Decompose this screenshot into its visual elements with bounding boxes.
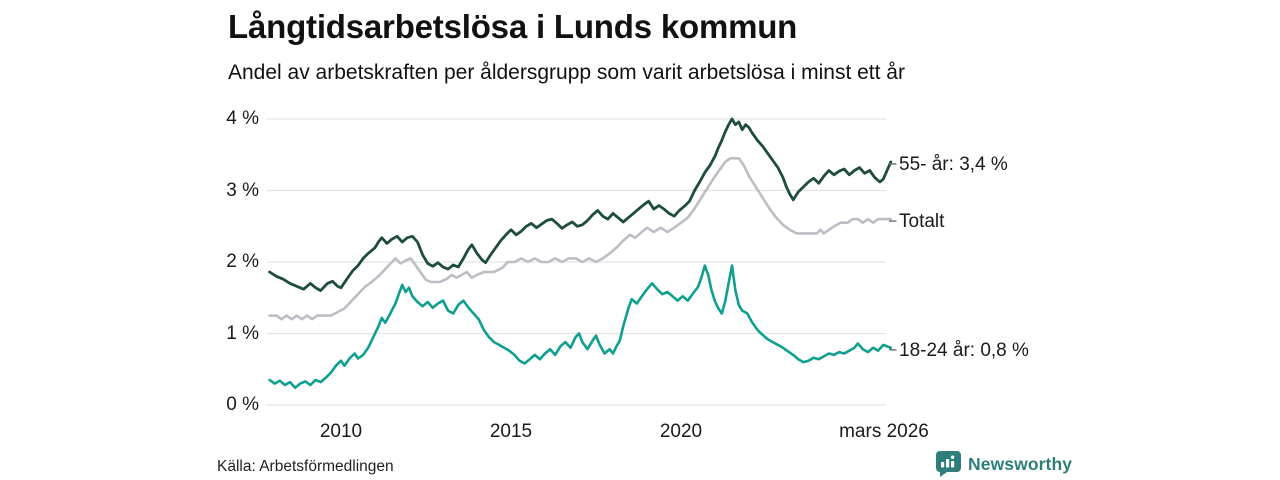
y-axis-label-2: 2 % [226,251,259,272]
x-axis-label-2015: 2015 [489,421,533,442]
brand-name: Newsworthy [968,454,1073,474]
x-axis-label-mars-2026: mars 2026 [839,421,929,442]
series-line-55-r [268,117,893,292]
y-axis-label-0: 0 % [226,394,259,415]
source-note: Källa: Arbetsförmedlingen [217,458,394,475]
chart-subtitle: Andel av arbetskraften per åldersgrupp s… [228,61,905,84]
y-axis-label-3: 3 % [226,179,259,201]
series-line-18-24-r [268,264,893,390]
chart-title: Långtidsarbetslösa i Lunds kommun [228,8,798,45]
newsworthy-brand: Newsworthy [936,451,1072,478]
x-axis-label-2010: 2010 [319,421,363,442]
newsworthy-logo-icon [936,451,961,477]
x-axis-label-2020: 2020 [659,421,703,442]
series-end-label-1: Totalt [899,211,945,233]
y-axis-label-1: 1 % [226,322,259,344]
y-axis-label-4: 4 % [226,108,259,129]
series-end-label-2: 18-24 år: 0,8 % [899,339,1029,361]
series-end-label-0: 55- år: 3,4 % [899,153,1008,175]
series-line-totalt [268,157,893,321]
